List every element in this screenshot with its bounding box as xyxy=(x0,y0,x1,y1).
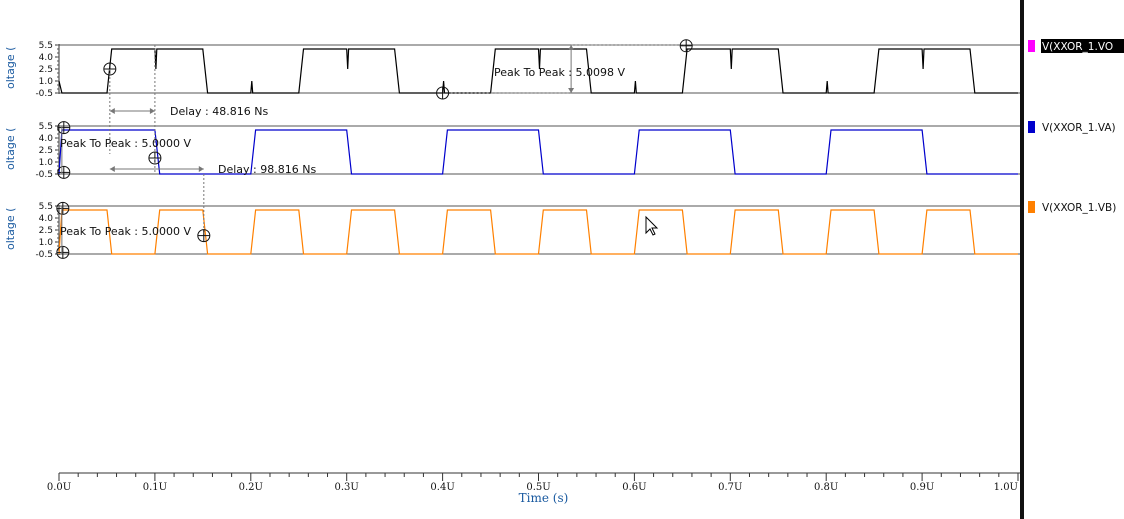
legend-label-2[interactable]: V(XXOR_1.VA) xyxy=(1042,122,1116,134)
x-tick-label: 0.7U xyxy=(718,482,742,493)
y-tick-label: 1.0 xyxy=(39,77,54,87)
legend-label-3[interactable]: V(XXOR_1.VB) xyxy=(1042,202,1116,214)
y-tick-label: 4.0 xyxy=(39,53,54,63)
y-axis-label: oltage ( xyxy=(4,208,17,250)
legend-swatch-2 xyxy=(1028,121,1035,133)
series-line-2 xyxy=(58,129,1018,175)
y-tick-label: 2.5 xyxy=(39,226,53,236)
series-line-3 xyxy=(58,209,1018,255)
x-tick-label: 0.5U xyxy=(526,482,550,493)
x-tick-label: 0.1U xyxy=(143,482,167,493)
y-tick-label: 5.5 xyxy=(39,122,53,132)
delay1-arrow-head-left xyxy=(109,108,115,114)
legend-swatch-3 xyxy=(1028,201,1035,213)
legend-selected-highlight xyxy=(1041,39,1124,53)
mouse-cursor-icon xyxy=(645,215,659,236)
y-tick-label: 2.5 xyxy=(39,146,53,156)
y-tick-label: 4.0 xyxy=(39,214,54,224)
x-tick-label: 0.6U xyxy=(622,482,646,493)
y-tick-label: 5.5 xyxy=(39,202,53,212)
delay-label-2: Delay : 98.816 Ns xyxy=(218,163,316,176)
y-tick-label: 2.5 xyxy=(39,65,53,75)
plot-panel-3: 5.5 4.0 2.5 1.0 -0.5 oltage ( xyxy=(4,202,1020,260)
x-tick-label: 0.4U xyxy=(430,482,454,493)
p2p-arrow-up xyxy=(568,45,575,50)
delay2-arrow-head-right xyxy=(198,166,204,172)
p2p-label-vb: Peak To Peak : 5.0000 V xyxy=(60,225,191,238)
legend-separator xyxy=(1020,0,1024,519)
y-tick-label: 1.0 xyxy=(39,158,54,168)
x-tick-label: 0.0U xyxy=(47,482,71,493)
legend-label-1[interactable]: V(XXOR_1.VO xyxy=(1042,41,1113,53)
delay-label-1: Delay : 48.816 Ns xyxy=(170,105,268,118)
x-tick-label: 1.0U xyxy=(994,482,1018,493)
plot-panel-2: 5.5 4.0 2.5 1.0 -0.5 oltage ( xyxy=(4,122,1020,180)
delay1-arrow-head-right xyxy=(149,108,155,114)
delay2-arrow-head-left xyxy=(109,166,115,172)
y-tick-label: -0.5 xyxy=(35,250,53,260)
x-tick-label: 0.9U xyxy=(910,482,934,493)
x-tick-label: 0.2U xyxy=(239,482,263,493)
y-tick-label: 5.5 xyxy=(39,41,53,51)
plot-panel-1: 5.5 4.0 2.5 1.0 -0.5 oltage ( xyxy=(4,41,1020,99)
y-axis-label: oltage ( xyxy=(4,47,17,89)
series-line-1 xyxy=(58,48,1018,94)
y-tick-label: -0.5 xyxy=(35,170,53,180)
x-tick-label: 0.8U xyxy=(814,482,838,493)
p2p-label-vo: Peak To Peak : 5.0098 V xyxy=(494,66,625,79)
y-tick-label: 1.0 xyxy=(39,238,54,248)
x-axis-label: Time (s) xyxy=(519,491,569,505)
x-tick-label: 0.3U xyxy=(335,482,359,493)
p2p-arrow-down xyxy=(568,88,575,93)
y-tick-label: -0.5 xyxy=(35,89,53,99)
y-axis-label: oltage ( xyxy=(4,128,17,170)
p2p-label-va: Peak To Peak : 5.0000 V xyxy=(60,137,191,150)
y-tick-label: 4.0 xyxy=(39,134,54,144)
legend-swatch-1 xyxy=(1028,40,1035,52)
